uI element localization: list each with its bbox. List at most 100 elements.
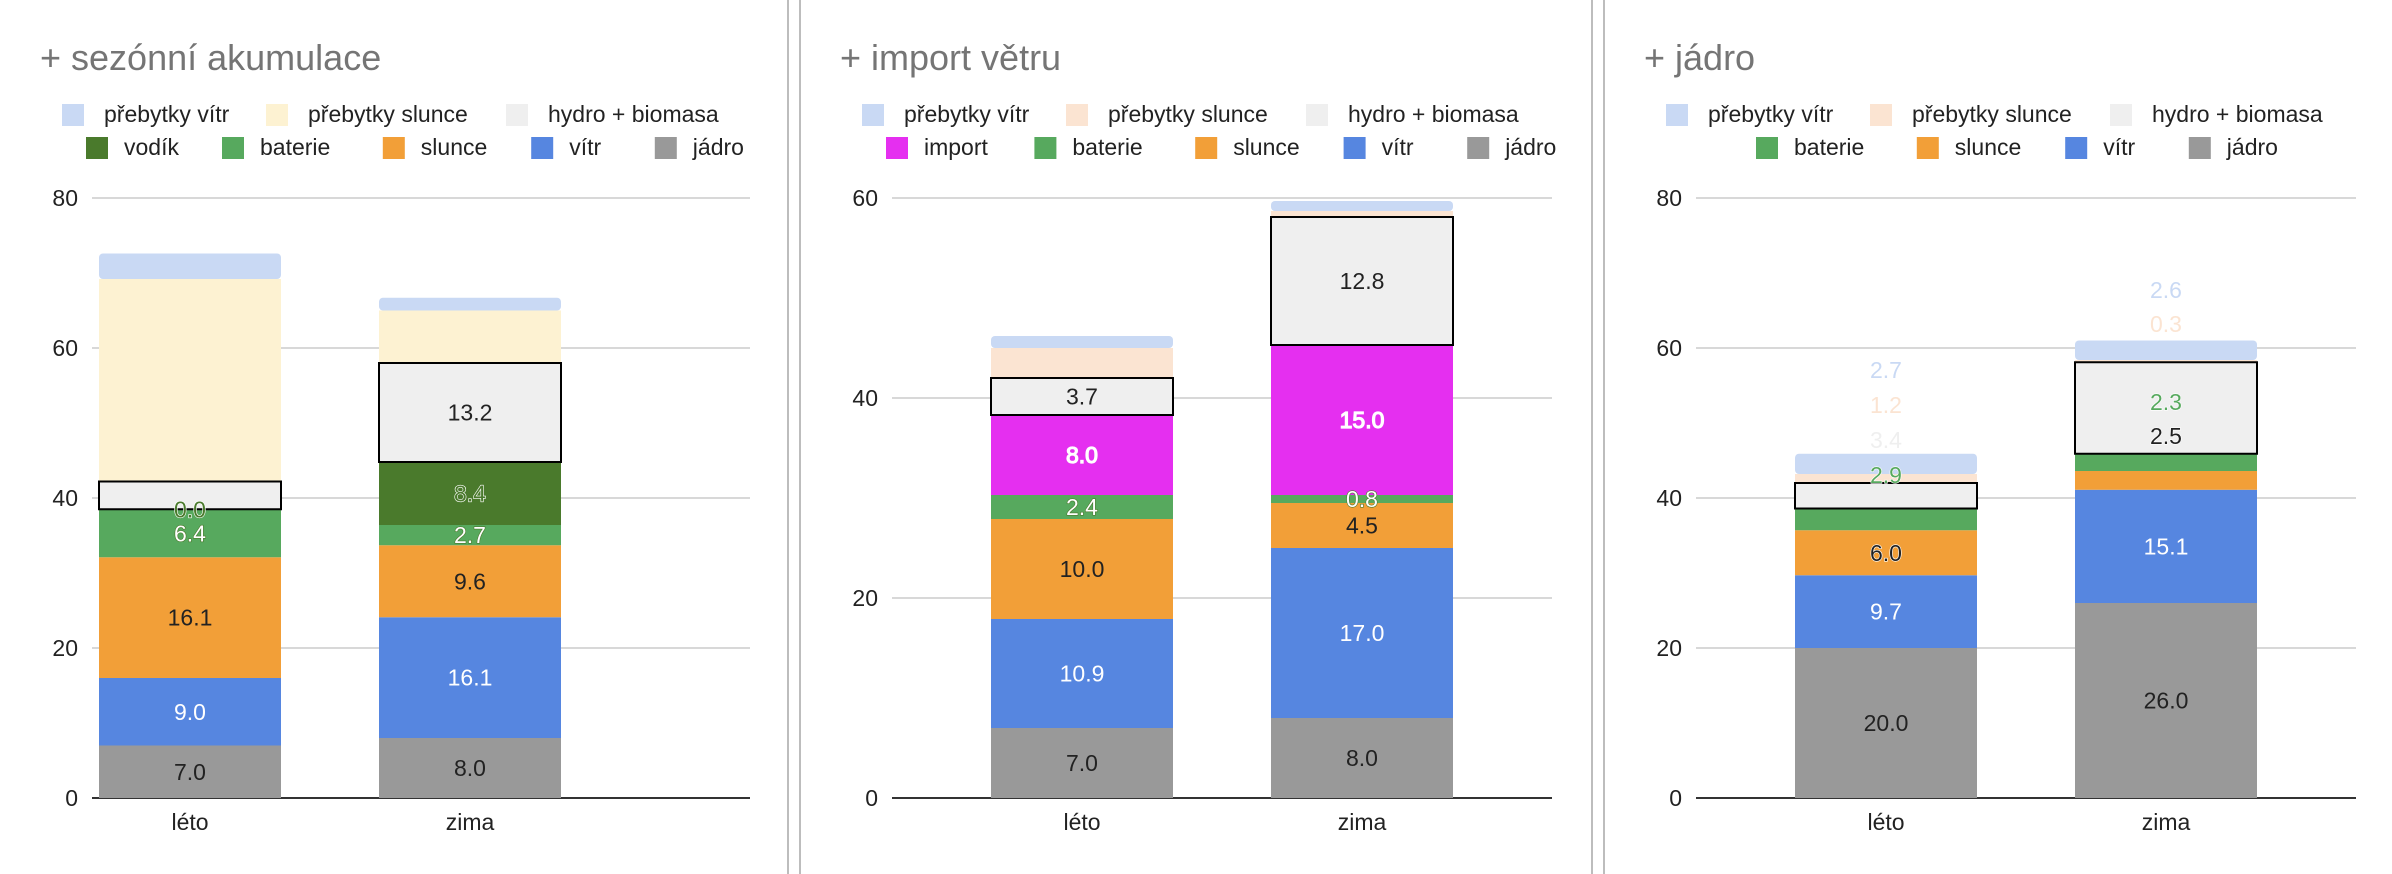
bar-segment bbox=[2075, 603, 2257, 798]
legend-swatch bbox=[2188, 137, 2211, 159]
data-label: 17.0 bbox=[1340, 620, 1385, 646]
data-label: 3.7 bbox=[1066, 384, 1098, 410]
legend-swatch bbox=[2065, 137, 2088, 159]
legend-label: hydro + biomasa bbox=[548, 101, 719, 127]
bar-segment bbox=[99, 253, 281, 279]
chart-panel-2: + import větru přebytky vítr přebytky slun… bbox=[840, 37, 1556, 835]
legend-swatch bbox=[1467, 137, 1490, 159]
data-label: 2.4 bbox=[1066, 494, 1098, 520]
legend-label: jádro bbox=[692, 134, 744, 160]
bar-segment bbox=[1271, 548, 1453, 718]
x-tick-label: léto bbox=[171, 809, 208, 835]
bar-segment bbox=[379, 545, 561, 618]
x-tick-label: léto bbox=[1063, 809, 1100, 835]
data-label: 8.0 bbox=[454, 755, 486, 781]
legend-swatch bbox=[382, 137, 405, 159]
bar-segment bbox=[991, 495, 1173, 519]
bar-segment bbox=[991, 519, 1173, 619]
legend-swatch bbox=[266, 104, 288, 126]
bar-segment bbox=[2075, 471, 2257, 490]
legend-label: slunce bbox=[1955, 134, 2021, 160]
bar-segment bbox=[991, 348, 1173, 378]
data-label: 8.0 bbox=[1066, 442, 1098, 468]
legend-swatch bbox=[1756, 137, 1778, 159]
bar-segment bbox=[379, 297, 561, 311]
bar-segment bbox=[2075, 489, 2257, 603]
y-tick-label: 20 bbox=[1656, 635, 1682, 661]
data-label: 0.8 bbox=[1346, 486, 1378, 512]
data-label: 0.3 bbox=[2150, 311, 2182, 337]
y-tick-label: 0 bbox=[65, 785, 78, 811]
legend-label: baterie bbox=[1072, 134, 1142, 160]
hydro-outline bbox=[98, 480, 282, 511]
bar-segment bbox=[991, 619, 1173, 728]
legend-swatch bbox=[531, 137, 554, 159]
legend-swatch bbox=[1870, 104, 1892, 126]
bar-segment bbox=[991, 415, 1173, 495]
legend-label: přebytky slunce bbox=[1108, 101, 1268, 127]
data-label: 3.4 bbox=[1870, 427, 1902, 453]
y-tick-label: 40 bbox=[852, 385, 878, 411]
data-label: 2.7 bbox=[1870, 357, 1902, 383]
legend-label: jádro bbox=[2226, 134, 2278, 160]
x-tick-label: zima bbox=[446, 809, 495, 835]
hydro-outline bbox=[2074, 361, 2258, 455]
data-label: 9.6 bbox=[454, 568, 486, 594]
legend-label: baterie bbox=[260, 134, 330, 160]
bar-segment bbox=[379, 363, 561, 462]
bar-segment bbox=[2075, 453, 2257, 471]
bar-segment bbox=[379, 310, 561, 363]
legend-swatch bbox=[1916, 137, 1939, 159]
y-tick-label: 0 bbox=[1669, 785, 1682, 811]
legend-swatch bbox=[1195, 137, 1218, 159]
legend-label: jádro bbox=[1504, 134, 1556, 160]
data-label: 12.8 bbox=[1340, 268, 1385, 294]
data-label: 2.6 bbox=[2150, 277, 2182, 303]
bar-segment bbox=[1795, 453, 1977, 474]
hydro-outline bbox=[1270, 216, 1454, 346]
legend-swatch bbox=[1306, 104, 1328, 126]
chart-panel-3: + jádro přebytky vítr přebytky slunce hydro… bbox=[1644, 37, 2356, 835]
data-label: 16.1 bbox=[448, 665, 493, 691]
bar-segment bbox=[99, 678, 281, 746]
bar-segment bbox=[1795, 474, 1977, 483]
legend-swatch bbox=[1066, 104, 1088, 126]
x-tick-label: léto bbox=[1867, 809, 1904, 835]
bar-segment bbox=[1271, 211, 1453, 217]
legend-label: baterie bbox=[1794, 134, 1864, 160]
bar-segment bbox=[99, 745, 281, 798]
legend-swatch bbox=[1034, 137, 1057, 159]
data-label: 8.0 bbox=[1346, 745, 1378, 771]
x-tick-label: zima bbox=[2142, 809, 2191, 835]
legend-label: přebytky vítr bbox=[104, 101, 230, 127]
data-label: 2.7 bbox=[454, 522, 486, 548]
legend-label: hydro + biomasa bbox=[1348, 101, 1519, 127]
y-tick-label: 40 bbox=[52, 485, 78, 511]
data-label: 9.7 bbox=[1870, 599, 1902, 625]
legend-swatch bbox=[2110, 104, 2132, 126]
data-label: 15.0 bbox=[1340, 407, 1385, 433]
chart-panel-1: + sezónní akumulace přebytky vítr přebytky… bbox=[40, 37, 750, 835]
bar-segment bbox=[991, 728, 1173, 798]
legend-label: přebytky slunce bbox=[308, 101, 468, 127]
bar-segment bbox=[379, 462, 561, 525]
bar-segment bbox=[1271, 503, 1453, 548]
bar-segment bbox=[379, 738, 561, 798]
legend-swatch bbox=[1343, 137, 1366, 159]
bar-segment bbox=[1271, 495, 1453, 503]
data-label: 0.0 bbox=[174, 496, 206, 522]
data-label: 2.3 bbox=[2150, 389, 2182, 415]
data-label: 10.0 bbox=[1060, 556, 1105, 582]
bar-segment bbox=[1271, 345, 1453, 495]
y-tick-label: 80 bbox=[1656, 185, 1682, 211]
bar-segment bbox=[1271, 217, 1453, 345]
data-label: 26.0 bbox=[2144, 688, 2189, 714]
bar-segment bbox=[379, 525, 561, 546]
legend-label: slunce bbox=[421, 134, 487, 160]
bar-segment bbox=[1271, 201, 1453, 211]
y-tick-label: 20 bbox=[52, 635, 78, 661]
bar-segment bbox=[2075, 360, 2257, 363]
chart-title: + sezónní akumulace bbox=[40, 37, 381, 78]
hydro-outline bbox=[1794, 482, 1978, 510]
